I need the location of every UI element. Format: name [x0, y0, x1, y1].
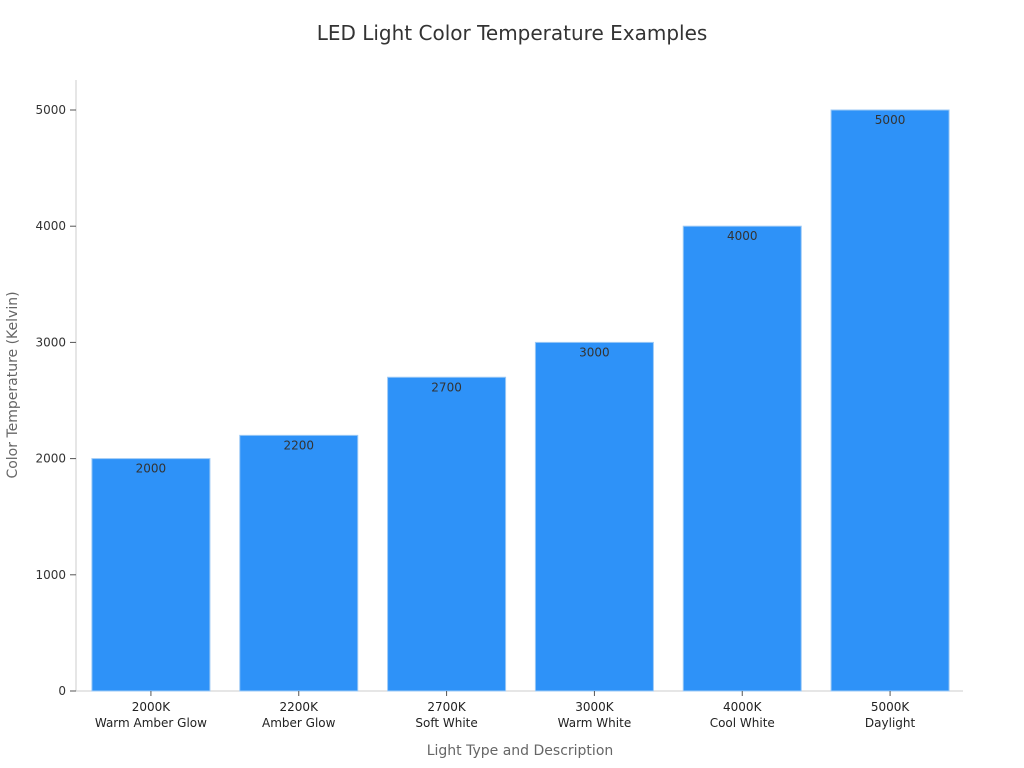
x-tick-description: Warm Amber Glow	[95, 716, 207, 730]
x-tick-label: 2700K	[427, 700, 467, 714]
x-tick-description: Soft White	[415, 716, 477, 730]
y-tick-label: 2000	[35, 452, 66, 466]
y-tick-label: 1000	[35, 568, 66, 582]
x-tick-label: 2200K	[280, 700, 320, 714]
x-axis-label: Light Type and Description	[427, 743, 614, 759]
x-tick-description: Daylight	[865, 716, 916, 730]
chart-title: LED Light Color Temperature Examples	[317, 21, 708, 45]
bar	[830, 109, 950, 692]
data-label: 2200	[283, 438, 314, 452]
bar	[682, 225, 802, 692]
data-label: 2700	[431, 380, 462, 394]
y-tick-label: 4000	[35, 219, 66, 233]
x-tick-label: 4000K	[723, 700, 763, 714]
data-label: 5000	[875, 113, 906, 127]
y-tick-label: 5000	[35, 103, 66, 117]
x-tick-description: Amber Glow	[262, 716, 336, 730]
x-tick-label: 5000K	[871, 700, 911, 714]
bar	[239, 434, 359, 692]
data-label: 2000	[136, 462, 167, 476]
bar	[534, 341, 654, 692]
y-axis-label: Color Temperature (Kelvin)	[5, 291, 21, 478]
x-tick-label: 2000K	[132, 700, 172, 714]
bar	[387, 376, 507, 692]
x-tick-description: Warm White	[558, 716, 632, 730]
y-tick-label: 0	[58, 684, 66, 698]
x-tick-description: Cool White	[710, 716, 775, 730]
y-tick-label: 3000	[35, 335, 66, 349]
x-tick-label: 3000K	[575, 700, 615, 714]
data-label: 4000	[727, 229, 758, 243]
data-label: 3000	[579, 345, 610, 359]
bar	[91, 458, 211, 692]
